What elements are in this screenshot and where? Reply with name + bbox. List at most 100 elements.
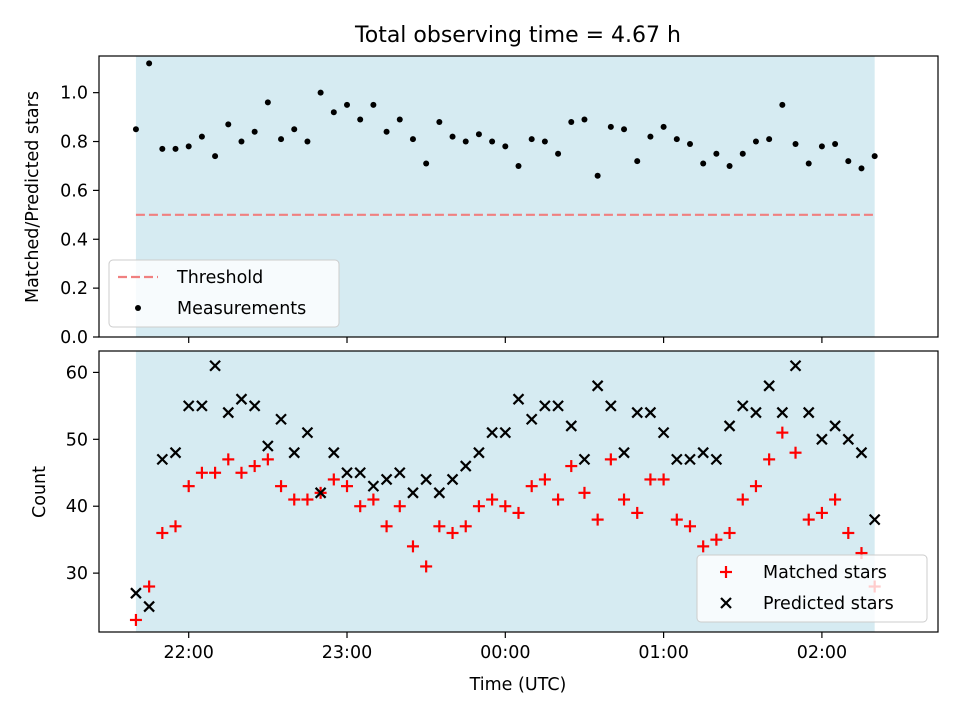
predicted-point bbox=[341, 466, 353, 479]
matched-point bbox=[406, 540, 419, 553]
predicted-point bbox=[275, 413, 287, 426]
matched-point bbox=[156, 526, 169, 539]
measurement-point bbox=[330, 109, 337, 116]
top-y-axis-label: Matched/Predicted stars bbox=[23, 91, 43, 303]
matched-point bbox=[341, 480, 354, 493]
matched-point bbox=[512, 506, 525, 519]
legend-matched-swatch bbox=[720, 566, 732, 578]
predicted-point bbox=[657, 426, 670, 439]
measurement-point bbox=[238, 138, 245, 145]
matched-point bbox=[327, 473, 340, 486]
measurement-point bbox=[607, 123, 614, 130]
matched-point bbox=[169, 520, 182, 533]
measurement-point bbox=[752, 138, 759, 145]
predicted-point bbox=[182, 400, 195, 412]
measurement-points bbox=[132, 60, 878, 179]
x-tick-label: 02:00 bbox=[797, 643, 847, 663]
predicted-point bbox=[631, 406, 644, 419]
x-tick-label: 00:00 bbox=[480, 643, 530, 663]
measurement-point bbox=[621, 126, 628, 133]
matched-point bbox=[459, 520, 472, 533]
matched-point bbox=[749, 480, 762, 493]
measurement-point bbox=[766, 136, 773, 143]
matched-point bbox=[723, 526, 736, 539]
measurement-point bbox=[198, 133, 205, 140]
measurement-point bbox=[528, 136, 535, 143]
predicted-point bbox=[130, 587, 142, 599]
legend-measurement-label: Measurements bbox=[177, 299, 306, 319]
predicted-point bbox=[446, 473, 459, 486]
predicted-point bbox=[143, 600, 155, 613]
measurement-point bbox=[673, 136, 680, 143]
top-y-tick-label: 0.2 bbox=[60, 279, 88, 299]
measurement-point bbox=[423, 160, 430, 167]
measurement-point bbox=[462, 138, 469, 145]
matched-point bbox=[736, 493, 749, 506]
matched-point bbox=[631, 506, 644, 519]
measurement-point bbox=[251, 128, 258, 135]
matched-point bbox=[446, 526, 459, 539]
measurement-point bbox=[317, 89, 324, 96]
predicted-point bbox=[763, 380, 775, 392]
top-y-tick-label: 0.0 bbox=[60, 328, 88, 348]
measurement-point bbox=[370, 101, 377, 108]
predicted-point bbox=[354, 466, 366, 479]
predicted-point bbox=[169, 446, 182, 459]
predicted-point bbox=[710, 453, 723, 466]
matched-point bbox=[697, 540, 710, 553]
predicted-point bbox=[512, 393, 525, 405]
measurement-point bbox=[726, 162, 733, 169]
predicted-point bbox=[262, 440, 274, 452]
bottom-legend: Matched stars Predicted stars bbox=[696, 554, 928, 623]
predicted-point bbox=[301, 426, 314, 439]
predicted-point bbox=[209, 359, 221, 372]
predicted-point bbox=[868, 513, 881, 526]
matched-point bbox=[222, 453, 235, 466]
measurement-point bbox=[185, 143, 192, 150]
measurement-point bbox=[489, 138, 496, 145]
predicted-point bbox=[723, 420, 736, 432]
measurement-point bbox=[159, 145, 166, 152]
predicted-point bbox=[222, 406, 235, 419]
matched-point bbox=[552, 493, 565, 506]
top-legend-box bbox=[108, 259, 340, 328]
matched-point bbox=[565, 460, 578, 473]
matched-point bbox=[657, 473, 670, 486]
bottom-legend-box bbox=[696, 554, 928, 623]
top-y-tick-label: 0.4 bbox=[60, 230, 88, 250]
predicted-point bbox=[829, 420, 841, 432]
matched-point bbox=[604, 453, 617, 466]
predicted-points bbox=[130, 359, 881, 613]
bottom-y-tick-label: 50 bbox=[66, 430, 88, 450]
legend-measurement-swatch bbox=[135, 305, 141, 311]
matched-point bbox=[235, 466, 248, 479]
measurement-point bbox=[541, 138, 548, 145]
matched-point bbox=[367, 493, 380, 506]
predicted-point bbox=[591, 380, 604, 392]
legend-predicted-swatch bbox=[720, 597, 732, 609]
measurement-point bbox=[594, 172, 601, 179]
legend-threshold-label: Threshold bbox=[176, 268, 263, 288]
matched-point bbox=[472, 500, 485, 513]
matched-point bbox=[763, 453, 776, 466]
predicted-point bbox=[816, 433, 828, 446]
measurement-point bbox=[344, 101, 351, 108]
measurement-point bbox=[515, 162, 522, 169]
predicted-point bbox=[380, 473, 393, 486]
top-legend: Threshold Measurements bbox=[108, 259, 340, 328]
predicted-point bbox=[248, 400, 261, 412]
matched-point bbox=[380, 520, 393, 533]
matched-point bbox=[815, 506, 828, 519]
legend-matched-label: Matched stars bbox=[763, 563, 887, 583]
bottom-y-tick-label: 30 bbox=[66, 564, 88, 584]
measurement-point bbox=[146, 60, 153, 67]
top-panel: 0.0 0.2 0.4 0.6 0.8 1.0 Matched/Predicted sta… bbox=[23, 55, 939, 348]
measurement-point bbox=[568, 118, 575, 125]
x-axis-label: Time (UTC) bbox=[469, 675, 567, 695]
predicted-point bbox=[789, 359, 802, 372]
measurement-point bbox=[713, 150, 720, 157]
matched-point bbox=[644, 473, 657, 486]
matched-point bbox=[143, 580, 156, 593]
top-x-ticks bbox=[188, 337, 823, 343]
matched-point bbox=[538, 473, 551, 486]
